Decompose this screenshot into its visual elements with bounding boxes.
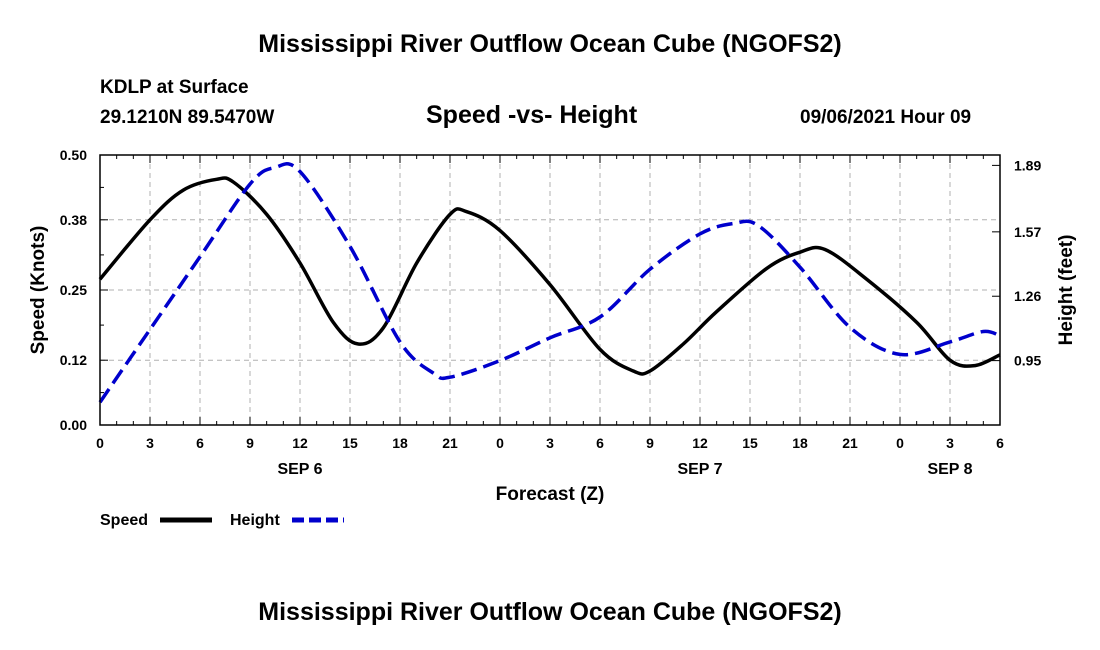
x-tick-label: 0 [896,435,904,451]
y2-tick-label: 1.26 [1014,288,1041,304]
legend-speed-label: Speed [100,512,148,529]
x-tick-label: 15 [342,435,358,451]
day-label: SEP 8 [927,461,972,478]
x-tick-label: 3 [546,435,554,451]
legend: Speed Height [100,512,344,529]
day-label: SEP 7 [677,461,722,478]
day-label: SEP 6 [277,461,322,478]
x-tick-label: 6 [996,435,1004,451]
coordinates-label: 29.1210N 89.5470W [100,107,275,128]
footer-title: Mississippi River Outflow Ocean Cube (NG… [258,598,842,626]
x-tick-label: 12 [292,435,308,451]
x-tick-label: 0 [96,435,104,451]
speed-series-line [98,176,1001,376]
y-tick-label: 0.50 [60,147,87,163]
x-tick-label: 21 [442,435,458,451]
x-tick-label: 12 [692,435,708,451]
x-tick-label: 21 [842,435,858,451]
grid-layer [100,155,1000,425]
x-tick-label: 3 [946,435,954,451]
y-tick-label: 0.38 [60,212,87,228]
y-tick-label: 0.12 [60,352,87,368]
y-axis-title: Speed (Knots) [28,226,49,355]
y2-tick-label: 1.57 [1014,224,1041,240]
axis-layer: 0 3 6 9 12 15 18 21 0 3 6 9 12 15 18 21 0 3 6 SEP 6 SEP 7 SEP… [60,147,1042,478]
page-title: Mississippi River Outflow Ocean Cube (NG… [258,30,842,58]
x-tick-label: 18 [392,435,408,451]
x-axis-title: Forecast (Z) [496,484,605,505]
y2-axis-title: Height (feet) [1056,235,1077,346]
x-tick-label: 18 [792,435,808,451]
x-tick-label: 9 [646,435,654,451]
y2-tick-label: 1.89 [1014,157,1041,173]
chart-title: Speed -vs- Height [426,101,638,129]
x-tick-label: 0 [496,435,504,451]
x-tick-label: 9 [246,435,254,451]
forecast-datetime: 09/06/2021 Hour 09 [800,107,972,128]
x-tick-label: 6 [596,435,604,451]
legend-height-label: Height [230,512,280,529]
x-tick-label: 3 [146,435,154,451]
x-tick-label: 6 [196,435,204,451]
height-series-line [98,162,1001,404]
station-label: KDLP at Surface [100,77,249,98]
y-tick-label: 0.25 [60,282,87,298]
x-tick-label: 15 [742,435,758,451]
y2-tick-label: 0.95 [1014,353,1041,369]
series-layer [98,162,1001,404]
y-tick-label: 0.00 [60,417,87,433]
